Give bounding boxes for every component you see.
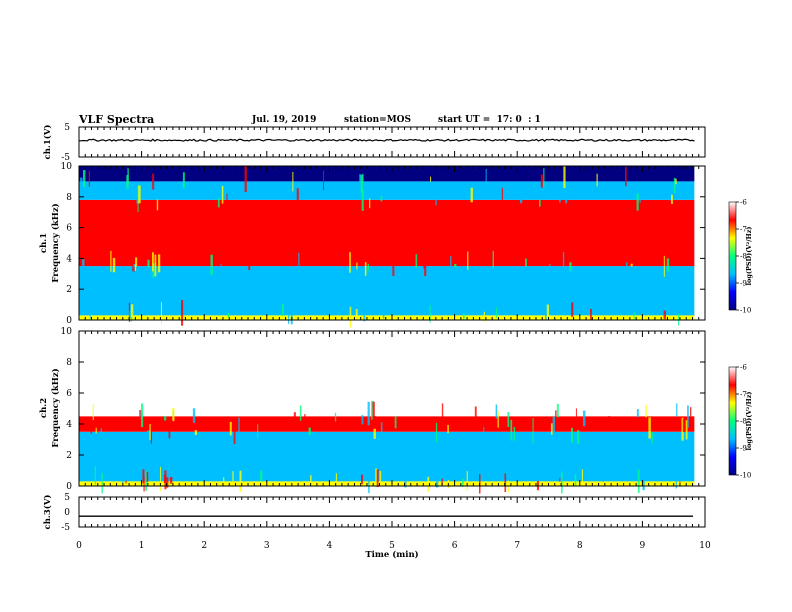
spectrogram-band bbox=[79, 431, 705, 482]
time-tick-labels: 0 1 2 3 4 5 6 7 8 9 10 bbox=[76, 541, 711, 551]
ch1-waveform-ylabel: ch.1(V) bbox=[42, 125, 53, 160]
spectrogram-band bbox=[79, 331, 705, 417]
ch1-colorbar-label: log(PSD)(V²/Hz) bbox=[745, 227, 753, 286]
time-tick-label: 2 bbox=[201, 541, 207, 551]
ch1-spectrogram-image bbox=[78, 166, 705, 328]
ch2-colorbar-scale bbox=[728, 366, 737, 476]
ch1-spectrogram-yticks: 0 2 4 6 8 10 bbox=[61, 162, 705, 326]
time-axis-label: Time (min) bbox=[365, 549, 418, 560]
spectrogram-no-data bbox=[694, 166, 705, 320]
ch2-label: ch.2 bbox=[39, 398, 49, 418]
ch2-colorbar-ticks: -6 -7 -8 -9 -10 bbox=[736, 364, 751, 480]
colorbar-tick-label: -7 bbox=[740, 391, 747, 399]
ch1-colorbar-scale bbox=[728, 201, 737, 311]
ch1-colorbar-ticks: -6 -7 -8 -9 -10 bbox=[736, 199, 751, 315]
time-tick-label: 9 bbox=[640, 541, 646, 551]
ch2-spectrogram-image bbox=[79, 331, 705, 494]
ch1-colorbar: -6 -7 -8 -9 -10 log(PSD)(V²/Hz) bbox=[728, 199, 753, 315]
freq-tick-label: 8 bbox=[66, 358, 72, 368]
time-tick-label: 6 bbox=[452, 541, 458, 551]
time-tick-label: 1 bbox=[139, 541, 145, 551]
time-tick-label: 0 bbox=[76, 541, 82, 551]
ch1-spectrogram-panel: 0 2 4 6 8 10 ch.1 Frequency (kHz) bbox=[39, 162, 706, 328]
freq-tick-label: 8 bbox=[66, 193, 72, 203]
freq-tick-label: 6 bbox=[66, 224, 72, 234]
spectrogram-no-data bbox=[694, 331, 705, 486]
ch1-label: ch.1 bbox=[39, 233, 49, 253]
ch1-ytick-top: 5 bbox=[64, 123, 70, 133]
time-tick-label: 4 bbox=[327, 541, 333, 551]
colorbar-tick-label: -9 bbox=[740, 280, 747, 288]
freq-tick-label: 0 bbox=[66, 316, 72, 326]
ch2-colorbar: -6 -7 -8 -9 -10 log(PSD)(V²/Hz) bbox=[728, 364, 753, 480]
ch1-freq-axis-label: Frequency (kHz) bbox=[50, 203, 61, 282]
header-station: station=MOS bbox=[344, 115, 411, 125]
freq-tick-label: 2 bbox=[66, 285, 72, 295]
ch1-waveform-trace bbox=[79, 138, 695, 142]
ch3-ytick-top: 5 bbox=[64, 493, 70, 503]
colorbar-tick-label: -6 bbox=[740, 364, 747, 372]
spectrogram-band bbox=[79, 266, 705, 316]
colorbar-tick-label: -6 bbox=[740, 199, 747, 207]
ch3-ytick-mid: 0 bbox=[64, 508, 70, 518]
freq-tick-label: 10 bbox=[61, 327, 73, 337]
time-tick-label: 5 bbox=[389, 541, 395, 551]
time-tick-label: 3 bbox=[264, 541, 270, 551]
spectrogram-band bbox=[79, 416, 705, 432]
time-tick-label: 10 bbox=[699, 541, 711, 551]
ch2-colorbar-label: log(PSD)(V²/Hz) bbox=[745, 392, 753, 451]
header-date: Jul. 19, 2019 bbox=[251, 115, 316, 125]
ch2-spectrogram-panel: 0 2 4 6 8 10 ch.2 Frequency (kHz) bbox=[39, 327, 706, 494]
spectrogram-band bbox=[79, 181, 705, 200]
figure-title: VLF Spectra bbox=[78, 113, 154, 126]
spectrogram-band bbox=[79, 199, 705, 267]
colorbar-tick-label: -10 bbox=[740, 307, 751, 315]
colorbar-tick-label: -8 bbox=[740, 418, 747, 426]
ch3-waveform-ylabel: ch.3(V) bbox=[42, 495, 53, 530]
freq-tick-label: 0 bbox=[66, 482, 72, 492]
freq-tick-label: 6 bbox=[66, 389, 72, 399]
ch3-ytick-bottom: -5 bbox=[61, 523, 70, 533]
ch2-spectrogram-yticks: 0 2 4 6 8 10 bbox=[61, 327, 705, 492]
ch2-freq-axis-label: Frequency (kHz) bbox=[50, 368, 61, 447]
freq-tick-label: 4 bbox=[66, 420, 72, 430]
colorbar-tick-label: -8 bbox=[740, 253, 747, 261]
time-tick-label: 8 bbox=[577, 541, 583, 551]
ch1-ytick-bottom: -5 bbox=[61, 153, 70, 163]
spectrogram-band bbox=[79, 166, 705, 182]
freq-tick-label: 4 bbox=[66, 254, 72, 264]
freq-tick-label: 2 bbox=[66, 451, 72, 461]
time-tick-marks bbox=[78, 127, 706, 527]
header-start-time: start UT = 17: 0 : 1 bbox=[438, 115, 541, 125]
time-tick-label: 7 bbox=[514, 541, 520, 551]
colorbar-tick-label: -10 bbox=[740, 472, 751, 480]
colorbar-tick-label: -7 bbox=[740, 226, 747, 234]
freq-tick-label: 10 bbox=[61, 162, 73, 172]
colorbar-tick-label: -9 bbox=[740, 445, 747, 453]
